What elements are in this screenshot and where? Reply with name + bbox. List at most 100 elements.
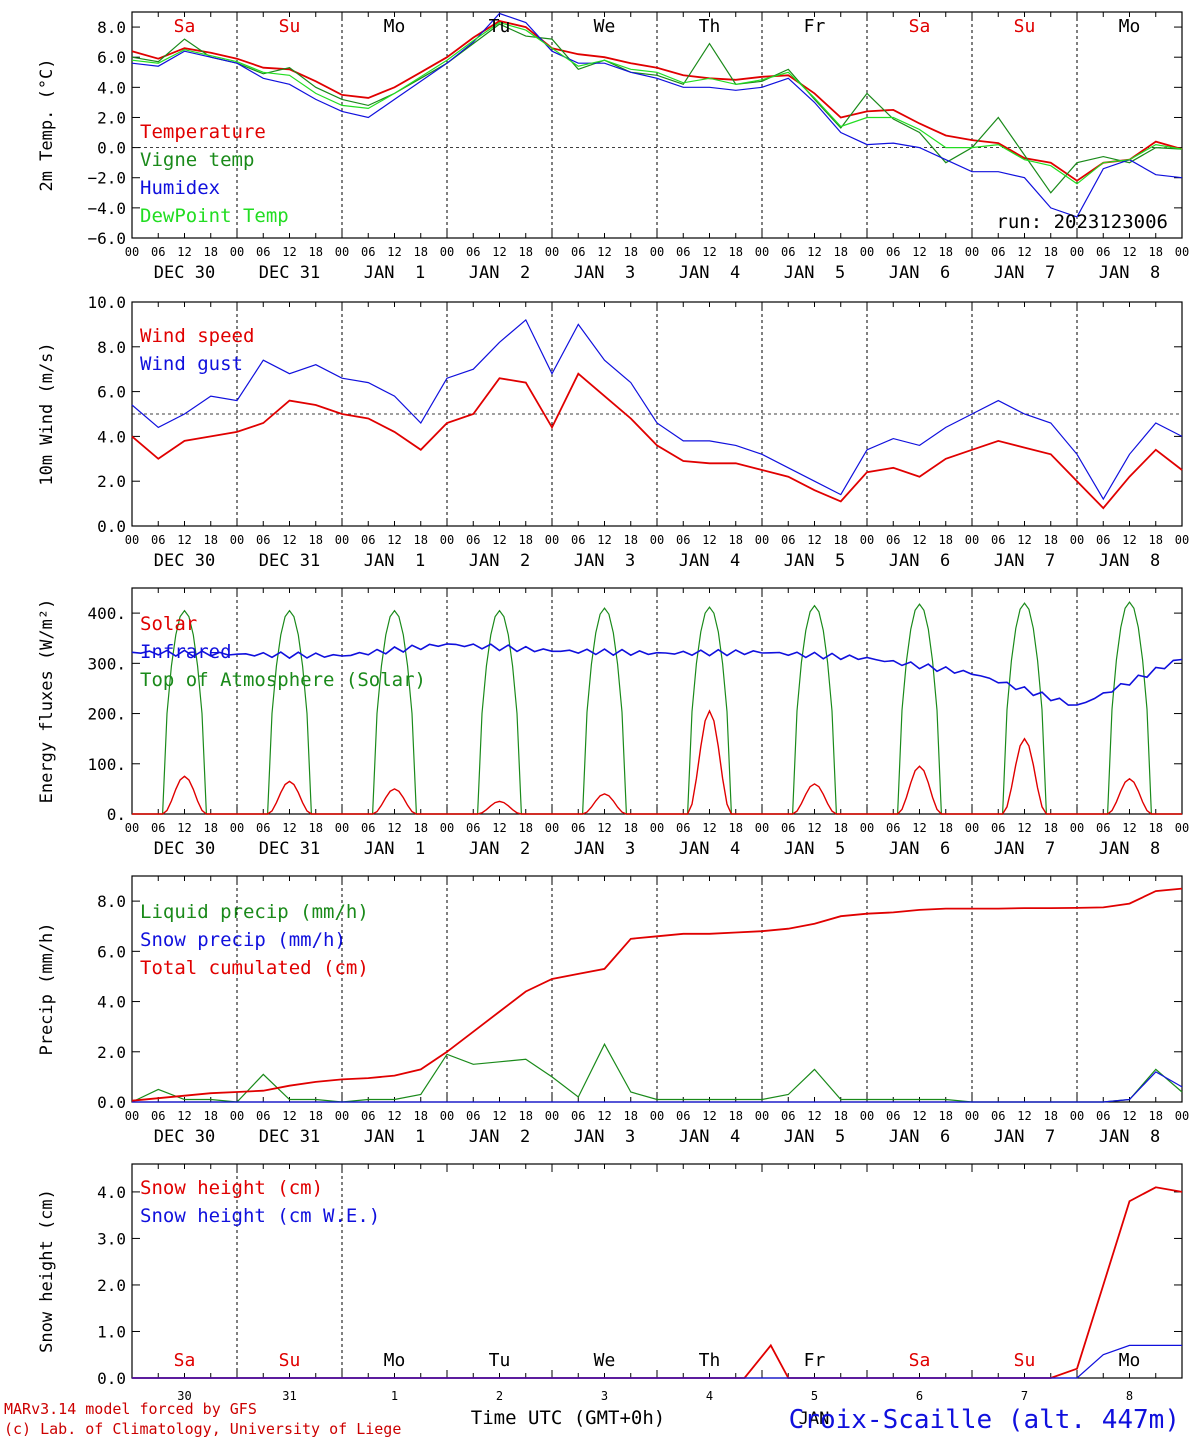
hour-tick-label: 12 [492,533,506,547]
hour-tick-label: 18 [519,245,533,259]
hour-tick-label: 18 [1044,1109,1058,1123]
y-tick-label: −2.0 [87,169,126,188]
y-axis-label: Snow height (cm) [37,1189,57,1353]
panel-5: 30 31 1 2 3 4 5 6 7 8 4.0 3.0 2.0 1.0 0.0 Snow height (… [37,1163,1183,1403]
hour-tick-label: 00 [965,821,979,835]
hour-tick-label: 18 [729,1109,743,1123]
date-label: JAN 8 [1099,263,1160,283]
hour-tick-label: 06 [676,533,690,547]
y-tick-label: −4.0 [87,199,126,218]
hour-tick-label: 00 [1070,1109,1084,1123]
day-number-label: 3 [601,1389,608,1403]
y-tick-label: 8.0 [97,338,126,357]
hour-tick-label: 18 [834,533,848,547]
panel-1: 00 06 12 18 00 06 12 18 00 06 12 18 00 06 12 18 00 06 12 18… [37,11,1189,283]
weekday-label: Su [1014,16,1036,37]
day-number-label: 2 [496,1389,503,1403]
series-line-3 [131,12,1183,218]
hour-tick-label: 12 [387,1109,401,1123]
date-label: JAN 5 [784,1127,845,1147]
legend-entry: Solar [140,613,197,635]
date-label: JAN 4 [679,263,740,283]
y-tick-label: −6.0 [87,229,126,248]
hour-tick-label: 06 [361,821,375,835]
hour-tick-label: 00 [965,245,979,259]
hour-tick-label: 18 [1044,245,1058,259]
hour-tick-label: 12 [177,1109,191,1123]
hour-tick-label: 12 [597,245,611,259]
hour-tick-label: 00 [335,821,349,835]
y-axis-label: 2m Temp. (°C) [37,58,57,191]
date-label: JAN 3 [574,263,635,283]
series-line-4 [131,21,1183,185]
hour-tick-label: 12 [1017,821,1031,835]
hour-tick-label: 12 [912,245,926,259]
hour-tick-label: 12 [387,821,401,835]
y-tick-label: 6.0 [97,48,126,67]
hour-tick-label: 06 [781,245,795,259]
y-tick-label: 2.0 [97,1276,126,1295]
hour-tick-label: 18 [834,1109,848,1123]
hour-tick-label: 12 [387,245,401,259]
series-line-2 [131,318,1183,501]
hour-tick-label: 00 [860,533,874,547]
hour-tick-label: 18 [1149,533,1163,547]
legend-entry: Wind gust [140,353,243,375]
hour-tick-label: 12 [912,821,926,835]
hour-tick-label: 06 [1096,533,1110,547]
y-tick-label: 2.0 [97,108,126,127]
hour-tick-label: 18 [729,821,743,835]
y-tick-label: 0.0 [97,1093,126,1112]
series-line-2 [131,23,1183,194]
date-label: JAN 6 [889,839,950,859]
day-number-label: 7 [1021,1389,1028,1403]
weekday-label: Mo [384,1350,406,1371]
legend-entry: Vigne temp [140,149,254,171]
hour-tick-label: 18 [1149,821,1163,835]
hour-tick-label: 00 [335,1109,349,1123]
y-axis-label: 10m Wind (m/s) [37,342,57,485]
hour-tick-label: 18 [1044,533,1058,547]
hour-tick-label: 00 [1175,1109,1189,1123]
hour-tick-label: 12 [492,821,506,835]
hour-tick-label: 06 [361,533,375,547]
date-label: DEC 31 [259,551,320,571]
hour-tick-label: 12 [1122,1109,1136,1123]
hour-tick-label: 12 [1122,245,1136,259]
day-number-label: 1 [391,1389,398,1403]
hour-tick-label: 06 [781,1109,795,1123]
hour-tick-label: 00 [650,1109,664,1123]
weekday-label: Mo [1119,1350,1141,1371]
hour-tick-label: 00 [1175,245,1189,259]
hour-tick-label: 06 [256,245,270,259]
date-label: JAN 1 [364,1127,425,1147]
hour-tick-label: 18 [939,245,953,259]
hour-tick-label: 18 [624,533,638,547]
hour-tick-label: 00 [755,245,769,259]
panel-3: 00 06 12 18 00 06 12 18 00 06 12 18 00 06 12 18 00 06 12 18… [37,587,1189,859]
hour-tick-label: 06 [466,533,480,547]
hour-tick-label: 06 [151,533,165,547]
date-label: JAN 8 [1099,551,1160,571]
hour-tick-label: 18 [1149,245,1163,259]
hour-tick-label: 00 [650,533,664,547]
hour-tick-label: 06 [361,1109,375,1123]
date-label: JAN 3 [574,839,635,859]
hour-tick-label: 12 [492,245,506,259]
series-line-3 [131,887,1183,1102]
hour-tick-label: 12 [1017,533,1031,547]
y-tick-label: 8.0 [97,18,126,37]
series-line-2 [132,1071,1183,1103]
date-label: JAN 7 [994,263,1055,283]
day-number-label: 4 [706,1389,713,1403]
hour-tick-label: 00 [335,245,349,259]
hour-tick-label: 06 [1096,245,1110,259]
y-tick-label: 0.0 [97,1369,126,1388]
hour-tick-label: 00 [545,1109,559,1123]
series-line-solar [132,709,1182,815]
y-tick-label: 2.0 [97,1043,126,1062]
series-line-1 [131,20,1183,182]
hour-tick-label: 00 [545,245,559,259]
date-label: JAN 1 [364,551,425,571]
y-tick-label: 10.0 [87,293,126,312]
